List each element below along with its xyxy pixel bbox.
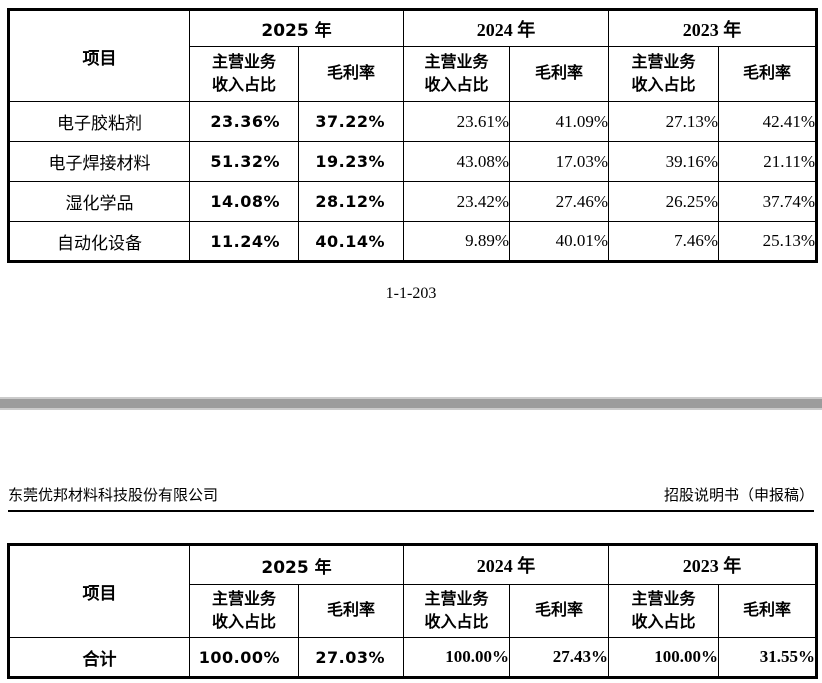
value-cell: 27.43% (509, 637, 610, 678)
row-label: 湿化学品 (8, 181, 190, 222)
value-cell: 27.13% (608, 101, 720, 142)
subheader-gross-margin-2023: 毛利率 (718, 46, 818, 102)
subheader-gross-margin-2024: 毛利率 (509, 46, 610, 102)
column-header-year-2025: 2025 年 (188, 9, 405, 47)
subheader-gross-margin-2025: 毛利率 (297, 46, 405, 102)
column-header-year-2023: 2023 年 (608, 544, 818, 585)
value-cell: 28.12% (297, 181, 405, 222)
document-type-label: 招股说明书（申报稿） (663, 488, 814, 504)
value-cell: 14.08% (189, 181, 299, 222)
value-cell: 9.89% (403, 221, 511, 262)
column-header-year-2024: 2024 年 (403, 544, 610, 585)
column-header-year-2023: 2023 年 (608, 9, 818, 47)
value-cell: 25.13% (718, 221, 818, 262)
subheader-revenue-share-2025: 主营业务 收入占比 (189, 584, 299, 638)
table-row-total: 合计 100.00% 27.03% 100.00% 27.43% 100.00%… (8, 637, 818, 678)
value-cell: 37.22% (297, 101, 405, 142)
table-row-soldering-materials: 电子焊接材料 51.32% 19.23% 43.08% 17.03% 39.16… (8, 141, 818, 182)
column-header-item: 项目 (8, 544, 190, 638)
value-cell: 40.01% (509, 221, 610, 262)
total-margin-table: 项目 2025 年 2024 年 2023 年 主营业务 收入占比 毛利率 主营… (7, 543, 819, 679)
value-cell: 42.41% (718, 101, 818, 142)
value-cell: 100.00% (403, 637, 511, 678)
column-header-item: 项目 (8, 9, 190, 102)
column-header-year-2024: 2024 年 (403, 9, 610, 47)
value-cell: 40.14% (297, 221, 405, 262)
value-cell: 17.03% (509, 141, 610, 182)
value-cell: 31.55% (718, 637, 818, 678)
table-row-automation-equipment: 自动化设备 11.24% 40.14% 9.89% 40.01% 7.46% 2… (8, 221, 818, 262)
value-cell: 27.03% (297, 637, 405, 678)
table-row-wet-chemicals: 湿化学品 14.08% 28.12% 23.42% 27.46% 26.25% … (8, 181, 818, 222)
page-break-divider (0, 397, 822, 410)
value-cell: 11.24% (189, 221, 299, 262)
value-cell: 23.42% (403, 181, 511, 222)
row-label: 电子胶粘剂 (8, 101, 190, 142)
value-cell: 23.36% (189, 101, 299, 142)
value-cell: 41.09% (509, 101, 610, 142)
company-name: 东莞优邦材料科技股份有限公司 (8, 488, 219, 504)
value-cell: 19.23% (297, 141, 405, 182)
value-cell: 7.46% (608, 221, 720, 262)
value-cell: 26.25% (608, 181, 720, 222)
subheader-gross-margin-2024: 毛利率 (509, 584, 610, 638)
subheader-revenue-share-2025: 主营业务 收入占比 (189, 46, 299, 102)
subheader-revenue-share-2024: 主营业务 收入占比 (403, 584, 511, 638)
value-cell: 51.32% (189, 141, 299, 182)
page-number: 1-1-203 (385, 285, 437, 302)
subheader-revenue-share-2024: 主营业务 收入占比 (403, 46, 511, 102)
subheader-revenue-share-2023: 主营业务 收入占比 (608, 584, 720, 638)
value-cell: 37.74% (718, 181, 818, 222)
document-header: 东莞优邦材料科技股份有限公司 招股说明书（申报稿） (8, 484, 814, 512)
value-cell: 21.11% (718, 141, 818, 182)
subheader-revenue-share-2023: 主营业务 收入占比 (608, 46, 720, 102)
value-cell: 23.61% (403, 101, 511, 142)
subheader-gross-margin-2023: 毛利率 (718, 584, 818, 638)
value-cell: 27.46% (509, 181, 610, 222)
row-label: 自动化设备 (8, 221, 190, 262)
row-label: 电子焊接材料 (8, 141, 190, 182)
table-row-adhesives: 电子胶粘剂 23.36% 37.22% 23.61% 41.09% 27.13%… (8, 101, 818, 142)
value-cell: 43.08% (403, 141, 511, 182)
value-cell: 100.00% (189, 637, 299, 678)
subheader-gross-margin-2025: 毛利率 (297, 584, 405, 638)
value-cell: 100.00% (608, 637, 720, 678)
column-header-year-2025: 2025 年 (188, 544, 405, 585)
value-cell: 39.16% (608, 141, 720, 182)
row-label: 合计 (8, 637, 190, 678)
product-margin-table: 项目 2025 年 2024 年 2023 年 主营业务 收入占比 毛利率 主营… (7, 8, 819, 263)
